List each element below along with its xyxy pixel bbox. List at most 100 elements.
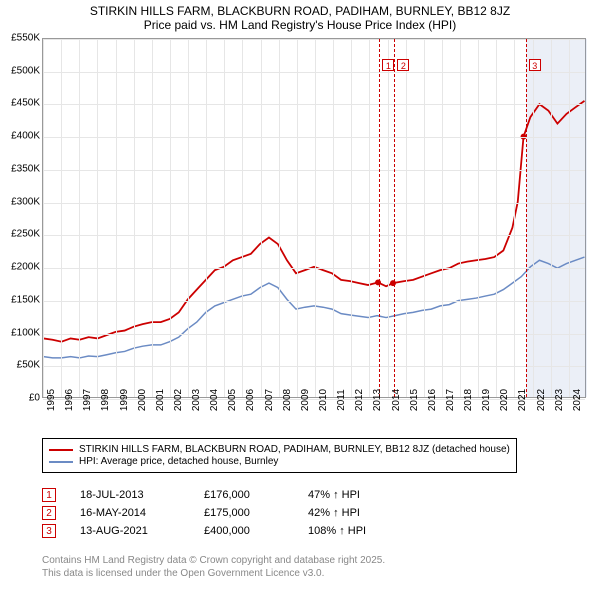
legend-swatch-property bbox=[49, 449, 73, 451]
x-tick-label: 2005 bbox=[227, 389, 238, 411]
x-tick-label: 2017 bbox=[445, 389, 456, 411]
series-line-hpi bbox=[44, 257, 585, 358]
footer-line2: This data is licensed under the Open Gov… bbox=[42, 567, 385, 580]
legend-row-property: STIRKIN HILLS FARM, BLACKBURN ROAD, PADI… bbox=[49, 444, 510, 455]
y-tick-label: £50K bbox=[4, 360, 40, 371]
y-gridline bbox=[43, 301, 585, 302]
y-gridline bbox=[43, 170, 585, 171]
x-tick-label: 1995 bbox=[46, 389, 57, 411]
x-tick-label: 2016 bbox=[427, 389, 438, 411]
x-tick-label: 2006 bbox=[245, 389, 256, 411]
chart-svg bbox=[43, 39, 585, 397]
sales-row-hpi: 108% ↑ HPI bbox=[308, 525, 408, 537]
x-tick-label: 2002 bbox=[173, 389, 184, 411]
x-tick-label: 2001 bbox=[155, 389, 166, 411]
x-tick-label: 2012 bbox=[354, 389, 365, 411]
y-tick-label: £450K bbox=[4, 98, 40, 109]
chart-container: STIRKIN HILLS FARM, BLACKBURN ROAD, PADI… bbox=[0, 0, 600, 590]
x-tick-label: 1997 bbox=[82, 389, 93, 411]
y-tick-label: £150K bbox=[4, 294, 40, 305]
x-tick-label: 2008 bbox=[282, 389, 293, 411]
x-tick-label: 2020 bbox=[499, 389, 510, 411]
x-gridline bbox=[134, 39, 135, 397]
footer-attribution: Contains HM Land Registry data © Crown c… bbox=[42, 554, 385, 580]
sales-row-date: 16-MAY-2014 bbox=[80, 507, 180, 519]
x-gridline bbox=[224, 39, 225, 397]
sales-row-date: 13-AUG-2021 bbox=[80, 525, 180, 537]
x-tick-label: 2004 bbox=[209, 389, 220, 411]
x-gridline bbox=[496, 39, 497, 397]
y-tick-label: £100K bbox=[4, 327, 40, 338]
y-gridline bbox=[43, 334, 585, 335]
x-gridline bbox=[551, 39, 552, 397]
y-gridline bbox=[43, 235, 585, 236]
x-gridline bbox=[97, 39, 98, 397]
sale-marker-line bbox=[526, 39, 527, 397]
sales-row: 118-JUL-2013£176,00047% ↑ HPI bbox=[42, 488, 408, 502]
sale-marker-line bbox=[394, 39, 395, 397]
sales-row-marker: 1 bbox=[42, 488, 56, 502]
x-gridline bbox=[61, 39, 62, 397]
sales-table: 118-JUL-2013£176,00047% ↑ HPI 2 16-MAY-201… bbox=[42, 484, 408, 542]
y-gridline bbox=[43, 104, 585, 105]
sale-marker-label: 3 bbox=[529, 59, 541, 71]
x-gridline bbox=[460, 39, 461, 397]
y-tick-label: £350K bbox=[4, 163, 40, 174]
x-gridline bbox=[333, 39, 334, 397]
x-gridline bbox=[442, 39, 443, 397]
x-gridline bbox=[388, 39, 389, 397]
x-gridline bbox=[152, 39, 153, 397]
sales-row-price: £400,000 bbox=[204, 525, 284, 537]
sale-marker-label: 1 bbox=[382, 59, 394, 71]
sales-row-price: £175,000 bbox=[204, 507, 284, 519]
x-gridline bbox=[206, 39, 207, 397]
sales-row: 2 16-MAY-2014 £175,000 42% ↑ HPI bbox=[42, 506, 408, 520]
x-tick-label: 2000 bbox=[137, 389, 148, 411]
x-gridline bbox=[514, 39, 515, 397]
y-gridline bbox=[43, 366, 585, 367]
x-tick-label: 2011 bbox=[336, 389, 347, 411]
y-tick-label: £550K bbox=[4, 33, 40, 44]
sales-row: 313-AUG-2021£400,000108% ↑ HPI bbox=[42, 524, 408, 538]
x-tick-label: 2007 bbox=[264, 389, 275, 411]
x-tick-label: 1998 bbox=[100, 389, 111, 411]
x-gridline bbox=[279, 39, 280, 397]
sales-row-hpi: 47% ↑ HPI bbox=[308, 489, 408, 501]
x-tick-label: 2024 bbox=[572, 389, 583, 411]
x-gridline bbox=[188, 39, 189, 397]
sales-row-hpi: 42% ↑ HPI bbox=[308, 507, 408, 519]
x-tick-label: 2009 bbox=[300, 389, 311, 411]
x-gridline bbox=[351, 39, 352, 397]
legend-label-property: STIRKIN HILLS FARM, BLACKBURN ROAD, PADI… bbox=[79, 444, 510, 455]
x-gridline bbox=[406, 39, 407, 397]
x-gridline bbox=[569, 39, 570, 397]
x-tick-label: 1999 bbox=[119, 389, 130, 411]
x-gridline bbox=[116, 39, 117, 397]
y-gridline bbox=[43, 72, 585, 73]
title-line1: STIRKIN HILLS FARM, BLACKBURN ROAD, PADI… bbox=[0, 4, 600, 18]
x-tick-label: 2023 bbox=[554, 389, 565, 411]
x-gridline bbox=[315, 39, 316, 397]
y-gridline bbox=[43, 268, 585, 269]
y-tick-label: £250K bbox=[4, 229, 40, 240]
y-gridline bbox=[43, 39, 585, 40]
sales-row-marker: 2 bbox=[42, 506, 56, 520]
x-gridline bbox=[43, 39, 44, 397]
y-tick-label: £400K bbox=[4, 131, 40, 142]
title-line2: Price paid vs. HM Land Registry's House … bbox=[0, 18, 600, 32]
sale-marker-line bbox=[379, 39, 380, 397]
x-tick-label: 2014 bbox=[391, 389, 402, 411]
y-tick-label: £200K bbox=[4, 262, 40, 273]
x-gridline bbox=[261, 39, 262, 397]
x-tick-label: 2021 bbox=[517, 389, 528, 411]
legend-swatch-hpi bbox=[49, 461, 73, 463]
x-tick-label: 1996 bbox=[64, 389, 75, 411]
x-gridline bbox=[170, 39, 171, 397]
x-tick-label: 2015 bbox=[409, 389, 420, 411]
y-gridline bbox=[43, 203, 585, 204]
x-gridline bbox=[297, 39, 298, 397]
x-tick-label: 2018 bbox=[463, 389, 474, 411]
chart-plot-area: 12 3 bbox=[42, 38, 586, 398]
sale-marker-label: 2 bbox=[397, 59, 409, 71]
x-gridline bbox=[533, 39, 534, 397]
